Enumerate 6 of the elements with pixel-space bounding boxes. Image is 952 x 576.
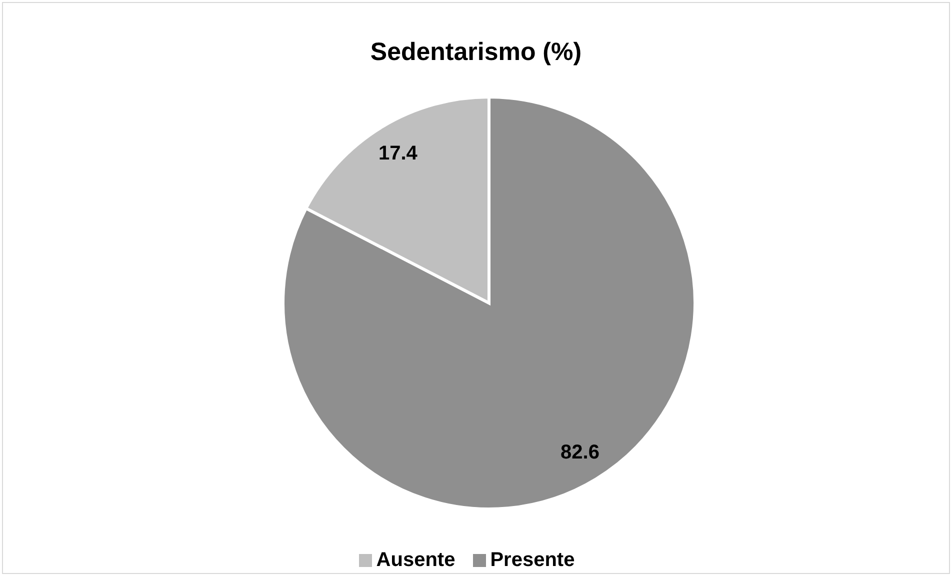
pie-slice (282, 96, 696, 510)
chart-title: Sedentarismo (%) (369, 38, 583, 67)
legend-label: Ausente (376, 549, 456, 571)
legend-label: Presente (490, 549, 575, 571)
data-label: 82.6 (560, 442, 600, 464)
data-label: 17.4 (378, 142, 418, 164)
